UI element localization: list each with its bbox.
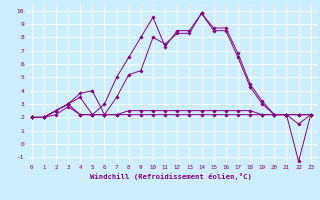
X-axis label: Windchill (Refroidissement éolien,°C): Windchill (Refroidissement éolien,°C) — [90, 173, 252, 180]
